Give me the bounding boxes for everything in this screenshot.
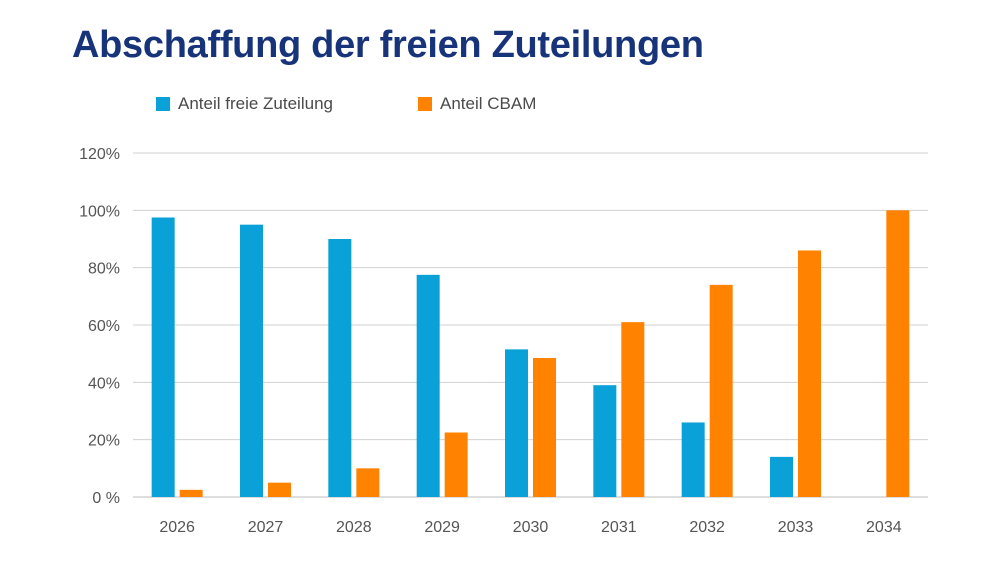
bar-free-allocation-2026: [151, 217, 175, 497]
x-tick-label-2027: 2027: [248, 519, 284, 536]
x-tick-label-2031: 2031: [601, 519, 637, 536]
chart-title: Abschaffung der freien Zuteilungen: [72, 24, 704, 66]
bar-cbam-2032: [709, 284, 733, 497]
legend-item-free-allocation: Anteil freie Zuteilung: [156, 94, 333, 114]
bar-free-allocation-2032: [681, 422, 705, 497]
x-tick-label-2026: 2026: [159, 519, 195, 536]
bar-cbam-2026: [179, 489, 203, 497]
y-tick-label-80: 80%: [88, 261, 120, 278]
legend-item-cbam: Anteil CBAM: [418, 94, 536, 114]
bars: [151, 210, 910, 498]
bar-cbam-2030: [533, 357, 556, 497]
grid-lines: [133, 152, 928, 498]
bar-cbam-2028: [356, 468, 380, 497]
bar-cbam-2033: [798, 250, 821, 497]
y-tick-label-0: 0 %: [92, 490, 120, 507]
tick-labels: 0 % 20% 40% 60% 80% 100% 120% 2026 2027 2028 2029 2…: [79, 146, 902, 536]
legend-label-free-allocation: Anteil freie Zuteilung: [178, 94, 333, 113]
x-tick-label-2028: 2028: [336, 519, 372, 536]
y-tick-label-120: 120%: [79, 146, 120, 163]
y-tick-label-20: 20%: [88, 433, 120, 450]
x-tick-label-2032: 2032: [689, 519, 725, 536]
bar-cbam-2029: [444, 432, 468, 497]
bar-cbam-2031: [621, 322, 645, 497]
y-tick-label-60: 60%: [88, 318, 120, 335]
x-tick-label-2034: 2034: [866, 519, 902, 536]
x-tick-label-2033: 2033: [778, 519, 814, 536]
y-tick-label-40: 40%: [88, 375, 120, 392]
bar-cbam-2034: [886, 210, 910, 498]
x-tick-label-2030: 2030: [513, 519, 549, 536]
x-tick-label-2029: 2029: [424, 519, 460, 536]
bar-free-allocation-2030: [505, 349, 528, 497]
y-tick-label-100: 100%: [79, 203, 120, 220]
bar-cbam-2027: [268, 482, 291, 497]
bar-free-allocation-2029: [416, 274, 440, 497]
legend-label-cbam: Anteil CBAM: [440, 94, 537, 113]
legend-swatch-cbam: [418, 97, 432, 111]
bar-free-allocation-2028: [328, 239, 352, 497]
bar-free-allocation-2033: [770, 456, 793, 497]
legend: Anteil freie Zuteilung Anteil CBAM: [0, 94, 1000, 118]
bar-free-allocation-2027: [240, 224, 263, 497]
legend-swatch-free-allocation: [156, 97, 170, 111]
bar-free-allocation-2031: [593, 385, 617, 497]
